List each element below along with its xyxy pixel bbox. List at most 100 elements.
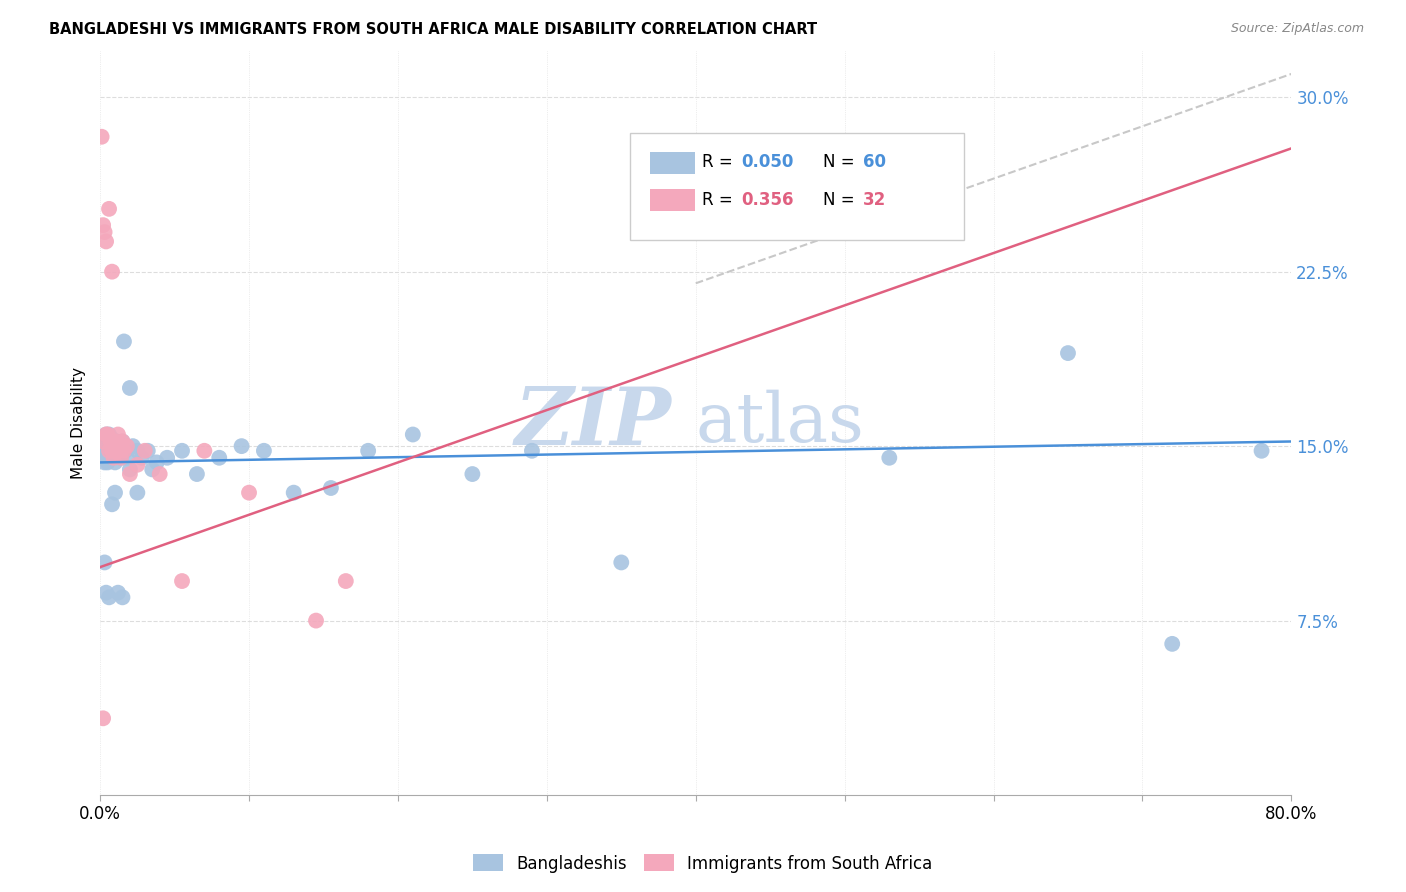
Point [112, 334, 135, 349]
Point [100, 434, 122, 449]
Text: BANGLADESHI VS IMMIGRANTS FROM SOUTH AFRICA MALE DISABILITY CORRELATION CHART: BANGLADESHI VS IMMIGRANTS FROM SOUTH AFR… [49, 22, 817, 37]
Point [118, 467, 141, 481]
Point [94, 585, 117, 599]
Point [111, 434, 134, 449]
Point [186, 467, 208, 481]
Point [283, 485, 305, 500]
Point [93, 225, 115, 239]
Point [105, 434, 128, 449]
Point [908, 211, 931, 226]
Point [107, 427, 129, 442]
Text: 0.050: 0.050 [741, 153, 793, 171]
Text: 0.356: 0.356 [741, 191, 793, 209]
Point [101, 497, 124, 511]
Text: R =: R = [702, 153, 738, 171]
Point [107, 585, 129, 599]
Point [104, 434, 127, 449]
Point [145, 455, 167, 469]
FancyBboxPatch shape [651, 152, 695, 174]
Point [93, 455, 115, 469]
Point [127, 458, 149, 472]
Point [110, 450, 132, 465]
Point [107, 443, 129, 458]
Point [91, 218, 114, 232]
Point [93, 439, 115, 453]
Point [879, 450, 901, 465]
Point [114, 443, 136, 458]
Point [108, 439, 131, 453]
Point [110, 450, 132, 465]
Point [101, 265, 124, 279]
Point [134, 443, 156, 458]
Point [1250, 443, 1272, 458]
Point [170, 443, 193, 458]
Point [91, 450, 114, 465]
Point [97, 439, 120, 453]
Point [104, 485, 127, 500]
Text: Source: ZipAtlas.com: Source: ZipAtlas.com [1230, 22, 1364, 36]
Point [94, 427, 117, 442]
Point [98, 443, 121, 458]
Point [94, 235, 117, 249]
Point [118, 462, 141, 476]
Point [1161, 637, 1184, 651]
Point [170, 574, 193, 588]
Text: atlas: atlas [696, 390, 865, 456]
Text: R =: R = [702, 191, 738, 209]
Text: N =: N = [823, 191, 860, 209]
Point [231, 439, 253, 453]
Text: N =: N = [823, 153, 860, 171]
Point [115, 450, 138, 465]
Point [90, 443, 112, 458]
Point [112, 443, 135, 458]
Text: 32: 32 [862, 191, 886, 209]
Point [141, 462, 163, 476]
Point [335, 574, 357, 588]
Point [193, 443, 215, 458]
Point [93, 556, 115, 570]
Text: 60: 60 [862, 153, 886, 171]
Point [98, 202, 121, 216]
Point [131, 450, 153, 465]
Point [127, 485, 149, 500]
Point [104, 455, 127, 469]
Point [104, 443, 127, 458]
Point [111, 434, 134, 449]
Point [1057, 346, 1080, 360]
Point [98, 427, 121, 442]
Point [305, 614, 328, 628]
Point [100, 450, 122, 465]
Point [238, 485, 260, 500]
Point [208, 450, 231, 465]
Point [94, 443, 117, 458]
Point [103, 450, 125, 465]
Point [118, 381, 141, 395]
Point [94, 427, 117, 442]
Point [100, 434, 122, 449]
FancyBboxPatch shape [651, 189, 695, 211]
Point [97, 427, 120, 442]
Point [520, 443, 543, 458]
Point [319, 481, 342, 495]
Point [91, 711, 114, 725]
Point [461, 467, 484, 481]
Point [115, 439, 138, 453]
Point [103, 439, 125, 453]
FancyBboxPatch shape [630, 133, 963, 241]
Point [253, 443, 276, 458]
Point [111, 591, 134, 605]
Point [122, 439, 145, 453]
Point [156, 450, 179, 465]
Point [101, 443, 124, 458]
Point [90, 129, 112, 144]
Point [136, 443, 159, 458]
Point [91, 434, 114, 449]
Point [101, 432, 124, 446]
Point [610, 556, 633, 570]
Point [149, 467, 172, 481]
Text: ZIP: ZIP [515, 384, 672, 462]
Y-axis label: Male Disability: Male Disability [72, 367, 86, 479]
Legend: Bangladeshis, Immigrants from South Africa: Bangladeshis, Immigrants from South Afri… [467, 847, 939, 880]
Point [98, 591, 121, 605]
Point [730, 148, 752, 162]
